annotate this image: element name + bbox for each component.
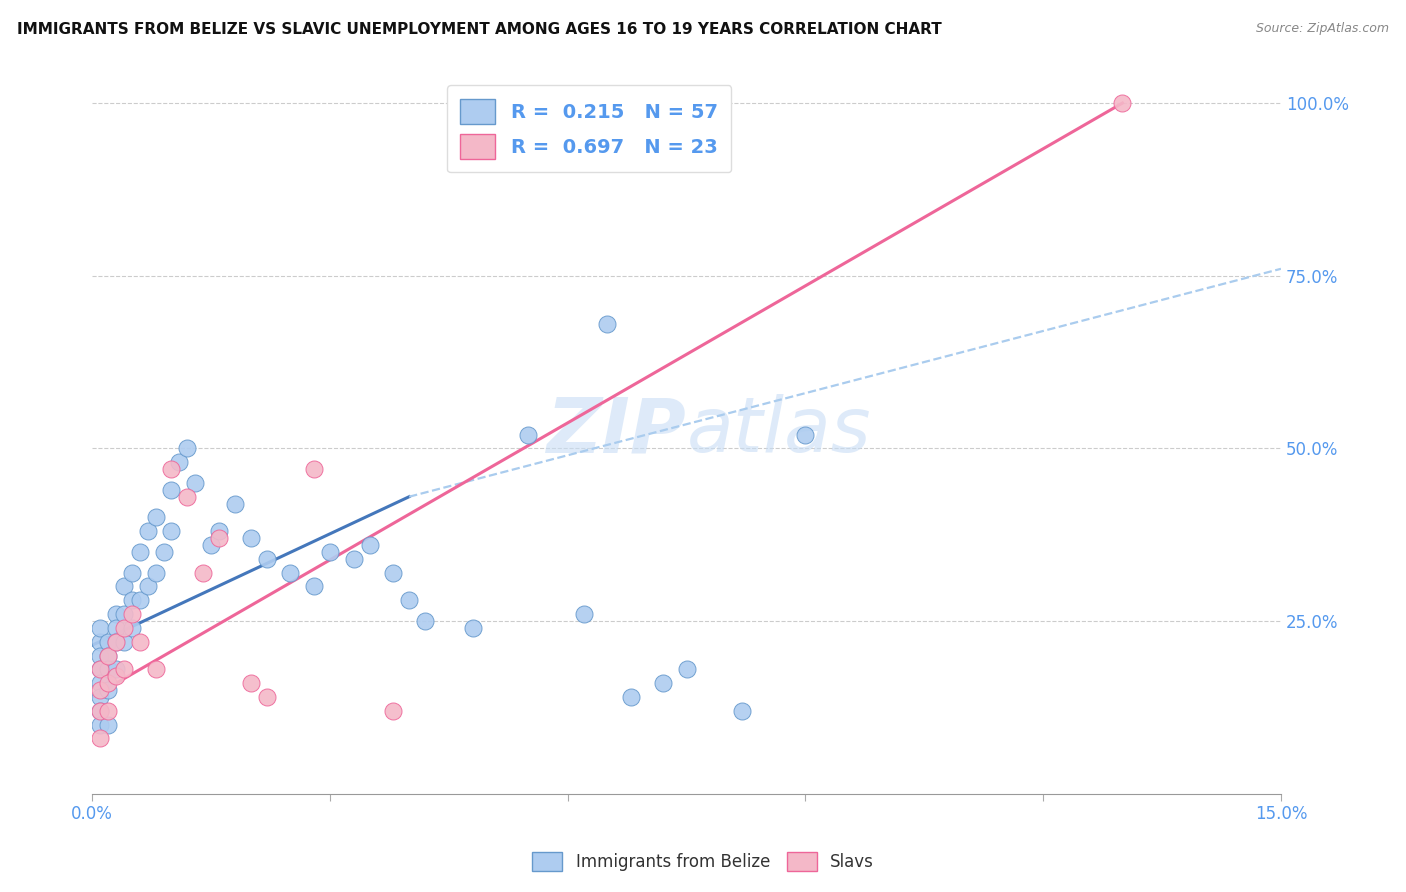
Point [89,648,111,663]
Point [191,566,214,580]
Point [256,690,278,704]
Point [145,510,167,524]
Point [184,475,207,490]
Text: IMMIGRANTS FROM BELIZE VS SLAVIC UNEMPLOYMENT AMONG AGES 16 TO 19 YEARS CORRELAT: IMMIGRANTS FROM BELIZE VS SLAVIC UNEMPLO… [17,22,942,37]
Point [160,483,183,497]
Point [731,704,754,718]
Point [359,538,381,552]
Point [145,662,167,676]
Point [239,676,262,690]
Point [121,621,143,635]
Point [104,662,127,676]
Point [112,607,135,621]
Point [128,634,150,648]
Point [89,704,111,718]
Point [89,690,111,704]
Point [112,662,135,676]
Point [89,731,111,746]
Point [398,593,420,607]
Point [89,717,111,731]
Point [104,634,127,648]
Point [89,704,111,718]
Point [319,545,342,559]
Point [97,662,120,676]
Point [97,648,120,663]
Point [382,704,405,718]
Point [112,634,135,648]
Point [121,607,143,621]
Point [104,621,127,635]
Point [160,524,183,539]
Point [89,634,111,648]
Point [128,593,150,607]
Point [97,676,120,690]
Point [413,614,436,628]
Point [160,462,183,476]
Point [239,531,262,545]
Point [517,427,540,442]
Point [152,545,174,559]
Point [343,552,366,566]
Point [89,621,111,635]
Point [97,704,120,718]
Point [572,607,595,621]
Point [121,593,143,607]
Point [169,455,191,469]
Point [112,579,135,593]
Point [112,621,135,635]
Point [176,442,198,456]
Point [97,683,120,698]
Point [208,524,231,539]
Text: atlas: atlas [686,394,872,468]
Text: ZIP: ZIP [547,394,686,468]
Point [136,524,159,539]
Point [97,648,120,663]
Point [104,607,127,621]
Point [675,662,697,676]
Point [121,566,143,580]
Point [89,676,111,690]
Point [461,621,484,635]
Point [89,662,111,676]
Legend: Immigrants from Belize, Slavs: Immigrants from Belize, Slavs [524,843,882,880]
Legend: R =  0.215   N = 57, R =  0.697   N = 23: R = 0.215 N = 57, R = 0.697 N = 23 [447,86,731,172]
Point [89,662,111,676]
Point [302,462,325,476]
Point [651,676,673,690]
Point [382,566,405,580]
Point [278,566,301,580]
Point [596,317,619,331]
Point [1111,96,1133,111]
Point [256,552,278,566]
Text: Source: ZipAtlas.com: Source: ZipAtlas.com [1256,22,1389,36]
Point [89,683,111,698]
Point [224,497,246,511]
Point [794,427,817,442]
Point [136,579,159,593]
Point [104,634,127,648]
Point [128,545,150,559]
Point [208,531,231,545]
Point [104,669,127,683]
Point [200,538,222,552]
Point [97,634,120,648]
Point [620,690,643,704]
Point [302,579,325,593]
Point [145,566,167,580]
Point [97,717,120,731]
Point [176,490,198,504]
